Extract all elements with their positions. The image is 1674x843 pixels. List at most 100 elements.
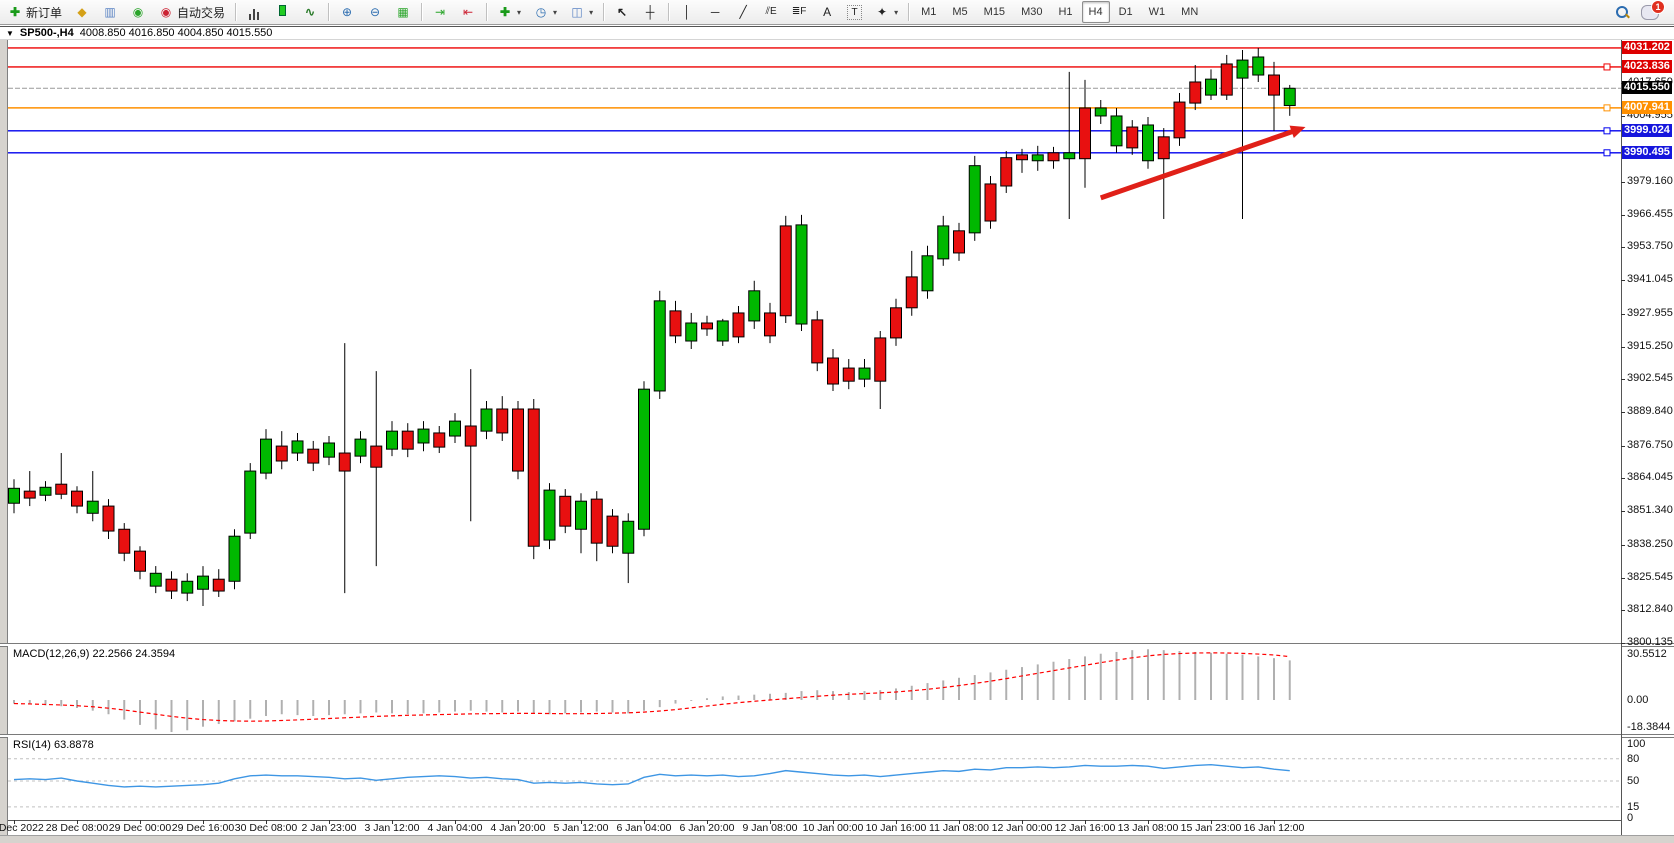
time-label: 27 Dec 2022 — [0, 822, 44, 834]
bear-candle — [464, 425, 477, 447]
line-handle[interactable] — [1603, 63, 1611, 71]
window-bottom-border — [0, 835, 1674, 843]
terminal-button[interactable]: ▥ — [97, 0, 123, 24]
horizontal-line-tool-button[interactable]: ─ — [702, 0, 728, 24]
arrows-icon: ✦ — [877, 5, 888, 19]
search-icon — [1615, 5, 1629, 19]
timeframe-button-M30[interactable]: M30 — [1021, 6, 1043, 18]
zoom-out-icon: ⊖ — [370, 5, 381, 19]
rsi-indicator-pane[interactable] — [8, 737, 1621, 820]
fibonacci-tool-button[interactable]: ≣F — [786, 0, 812, 24]
notification-badge: 1 — [1651, 0, 1665, 14]
bull-candle — [685, 322, 698, 342]
time-tick-mark — [1022, 820, 1023, 824]
trend-arrow-line[interactable] — [1099, 127, 1297, 201]
trend-arrow-head[interactable] — [1289, 125, 1306, 138]
horizontal-line-icon: ─ — [710, 5, 720, 19]
bear-candle — [1157, 136, 1170, 160]
candlestick-series — [8, 47, 1296, 606]
crosshair-icon: ┼ — [645, 5, 655, 19]
gold-button[interactable]: ◆ — [69, 0, 95, 24]
bull-candle — [937, 225, 950, 260]
trendline-tool-button[interactable]: ╱ — [730, 0, 756, 24]
bear-candle — [1079, 107, 1091, 160]
timeframe-button-H4[interactable]: H4 — [1081, 1, 1110, 23]
bull-candle — [197, 575, 209, 590]
fibonacci-icon: ≣F — [791, 6, 807, 17]
chart-menu-caret-icon[interactable]: ▼ — [6, 28, 14, 38]
arrows-tool-button[interactable]: ✦ ▾ — [869, 0, 903, 24]
bull-candle — [417, 428, 430, 444]
bull-candle — [86, 500, 99, 514]
timeframe-button-M1[interactable]: M1 — [921, 6, 937, 18]
zoom-out-button[interactable]: ⊖ — [362, 0, 388, 24]
auto-scroll-button[interactable]: ⇥ — [427, 0, 453, 24]
time-tick-mark — [455, 820, 456, 824]
toolbar-separator — [235, 3, 237, 21]
time-tick-mark — [959, 820, 960, 824]
bull-candle — [1142, 124, 1154, 162]
timeframe-button-W1[interactable]: W1 — [1148, 6, 1166, 18]
timeframe-button-M15[interactable]: M15 — [983, 6, 1006, 18]
chat-button[interactable]: 1 — [1636, 0, 1665, 24]
periods-button[interactable]: ◷ ▾ — [528, 0, 562, 24]
add-indicator-button[interactable]: ✚ ▾ — [492, 0, 526, 24]
bear-candle — [512, 408, 524, 472]
rsi-value: 63.8878 — [53, 739, 94, 751]
zoom-in-button[interactable]: ⊕ — [334, 0, 360, 24]
new-order-button[interactable]: ✚ 新订单 — [2, 0, 67, 24]
rsi-axis-label: 15 — [1627, 800, 1640, 813]
macd-indicator-pane[interactable] — [8, 646, 1621, 733]
timeframe-button-H1[interactable]: H1 — [1058, 6, 1073, 18]
macd-signal-line — [13, 652, 1290, 722]
bear-candle — [669, 310, 682, 337]
label-tool-button[interactable]: T — [842, 0, 867, 24]
line-handle[interactable] — [1603, 149, 1611, 157]
chart-shift-button[interactable]: ⇤ — [455, 0, 481, 24]
chart-window-titlebar[interactable]: ▼ SP500-,H4 4008.850 4016.850 4004.850 4… — [0, 26, 1674, 40]
main-toolbar: ✚ 新订单 ◆ ▥ ◉ ◉ 自动交易 ∿ ⊕ ⊖ ▦ ⇥ ⇤ ✚ ▾ ◷ ▾ ◫ ▾ … — [0, 0, 1674, 25]
bull-candle — [8, 487, 20, 504]
bear-candle — [118, 528, 131, 554]
bear-candle — [1000, 157, 1013, 187]
macd-axis-label: -18.3844 — [1627, 720, 1671, 733]
line-handle[interactable] — [1603, 127, 1611, 135]
crosshair-tool-button[interactable]: ┼ — [637, 0, 663, 24]
timeframe-button-M5[interactable]: M5 — [952, 6, 968, 18]
channel-tool-button[interactable]: ⫽E — [758, 0, 784, 24]
line-chart-button[interactable]: ∿ — [297, 0, 323, 24]
toolbar-separator — [486, 3, 488, 21]
price-tick-mark — [1621, 280, 1625, 282]
templates-button[interactable]: ◫ ▾ — [564, 0, 598, 24]
time-label: 30 Dec 08:00 — [234, 822, 298, 834]
time-label: 3 Jan 12:00 — [364, 822, 420, 834]
autotrading-button[interactable]: ◉ 自动交易 — [153, 0, 230, 24]
timeframe-button-D1[interactable]: D1 — [1118, 6, 1133, 18]
text-tool-button[interactable]: A — [814, 0, 840, 24]
candlestick-chart-button[interactable] — [269, 0, 295, 24]
chat-icon: 1 — [1641, 0, 1665, 20]
cursor-icon: ↖ — [617, 5, 628, 19]
main-price-chart[interactable] — [8, 40, 1621, 643]
time-label: 16 Jan 12:00 — [1243, 822, 1305, 834]
add-indicator-icon: ✚ — [500, 5, 511, 19]
bear-candle — [527, 408, 540, 547]
bar-chart-button[interactable] — [241, 0, 267, 24]
time-tick-mark — [140, 820, 141, 824]
cursor-tool-button[interactable]: ↖ — [609, 0, 635, 24]
tile-windows-button[interactable]: ▦ — [390, 0, 416, 24]
timeframe-button-MN[interactable]: MN — [1181, 6, 1199, 18]
chevron-down-icon: ▾ — [517, 7, 522, 17]
bull-candle — [638, 388, 650, 530]
time-label: 10 Jan 16:00 — [865, 822, 927, 834]
bear-candle — [842, 367, 855, 382]
bear-candle — [874, 337, 887, 382]
time-label: 15 Jan 23:00 — [1180, 822, 1242, 834]
zoom-in-icon: ⊕ — [342, 5, 353, 19]
new-order-label: 新订单 — [26, 5, 63, 20]
vertical-line-tool-button[interactable]: │ — [674, 0, 700, 24]
signal-button[interactable]: ◉ — [125, 0, 151, 24]
search-button[interactable] — [1610, 0, 1634, 24]
bull-candle — [1063, 152, 1076, 160]
line-handle[interactable] — [1603, 104, 1611, 112]
